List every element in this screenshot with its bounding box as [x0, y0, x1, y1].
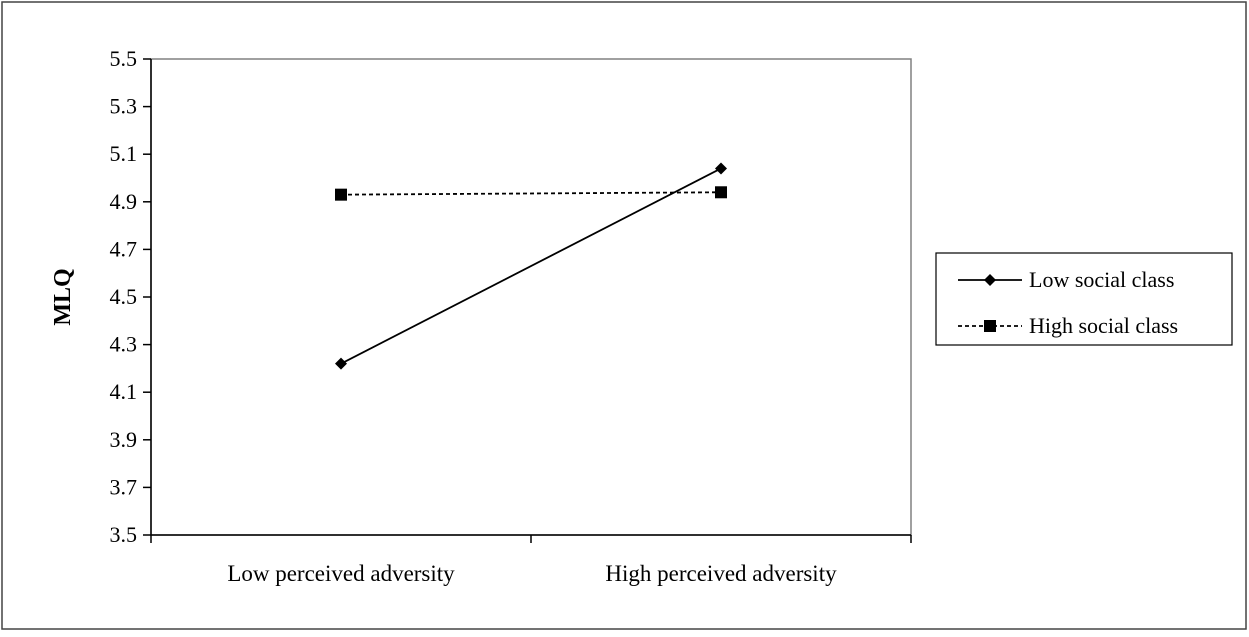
data-point — [715, 162, 727, 175]
legend-marker — [984, 274, 996, 286]
y-tick-label: 4.3 — [110, 332, 138, 357]
data-point — [335, 357, 347, 370]
series-low-social-class — [335, 162, 727, 370]
y-tick-label: 4.9 — [110, 189, 138, 214]
legend-item: High social class — [958, 313, 1178, 338]
legend-item: Low social class — [958, 267, 1174, 292]
y-tick-label: 3.7 — [110, 474, 138, 499]
y-tick-label: 4.1 — [110, 379, 138, 404]
series-line — [340, 191, 722, 196]
legend-label: High social class — [1029, 313, 1178, 338]
y-tick-label: 4.7 — [110, 236, 138, 261]
data-point — [335, 188, 347, 201]
legend-label: Low social class — [1029, 267, 1174, 292]
y-tick-label: 5.1 — [110, 141, 138, 166]
series-high-social-class — [335, 186, 727, 201]
x-category-label: High perceived adversity — [605, 561, 837, 586]
series-layer — [335, 162, 727, 370]
y-tick-label: 3.9 — [110, 427, 138, 452]
y-axis-title: MLQ — [50, 268, 76, 325]
y-tick-label: 5.5 — [110, 46, 138, 71]
y-ticks: 3.5 3.7 3.9 4.1 4.3 4.5 4.7 4.9 5.1 5.3 5.5 — [110, 46, 151, 547]
x-category-label: Low perceived adversity — [227, 561, 455, 586]
series-line — [340, 167, 722, 365]
data-point — [715, 186, 727, 199]
legend-marker — [984, 320, 996, 332]
legend-items: Low social class High social class — [958, 267, 1178, 338]
x-ticks: Low perceived adversity High perceived ad… — [150, 535, 912, 586]
y-tick-label: 4.5 — [110, 284, 138, 309]
legend: Low social class High social class — [935, 252, 1233, 346]
y-tick-label: 3.5 — [110, 522, 138, 547]
y-tick-label: 5.3 — [110, 94, 138, 119]
